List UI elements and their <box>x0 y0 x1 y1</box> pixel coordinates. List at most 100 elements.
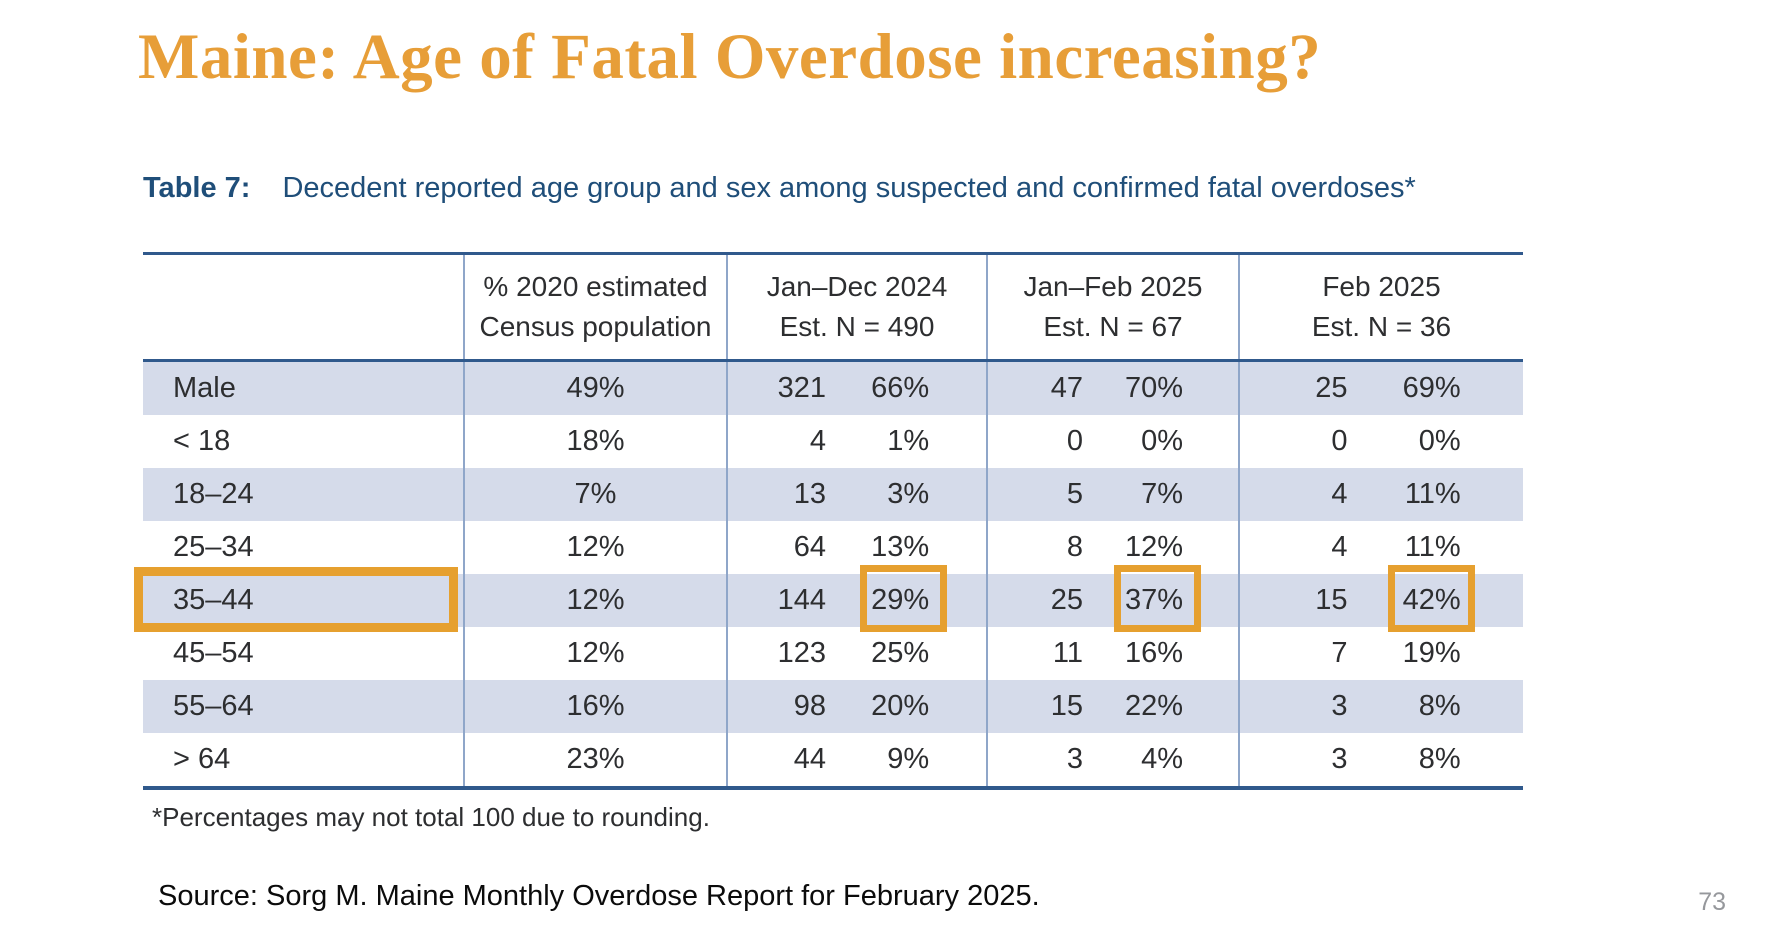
pct-value: 37% <box>1124 584 1183 616</box>
census-pct-cell: 16% <box>465 680 728 733</box>
table-header-row: % 2020 estimated Census population Jan–D… <box>143 255 1523 362</box>
count-value: 3 <box>1331 743 1348 775</box>
header-line: Jan–Dec 2024 <box>766 271 948 302</box>
count-value: 0 <box>1066 425 1083 457</box>
count-value: 4 <box>809 425 827 457</box>
feb-2025-cell: 3 8% <box>1240 733 1523 786</box>
pct-value: 16% <box>1124 637 1183 669</box>
count-value: 4 <box>1331 531 1348 563</box>
pct-value: 70% <box>1124 372 1183 404</box>
jan-feb-2025-cell: 11 16% <box>988 627 1240 680</box>
table-caption-label: Table 7: <box>143 172 251 204</box>
header-cell-jan-feb-2025: Jan–Feb 2025 Est. N = 67 <box>988 255 1240 359</box>
count-value: 13 <box>793 478 827 510</box>
jan-feb-2025-cell: 15 22% <box>988 680 1240 733</box>
header-cell-census: % 2020 estimated Census population <box>465 255 728 359</box>
table-row-over-64: > 64 23% 44 9% 3 4% 3 8% <box>143 733 1523 786</box>
header-line: % 2020 estimated <box>483 271 708 302</box>
count-value: 3 <box>1331 690 1348 722</box>
jan-dec-2024-cell: 64 13% <box>728 521 988 574</box>
jan-feb-2025-cell: 8 12% <box>988 521 1240 574</box>
feb-2025-cell: 0 0% <box>1240 415 1523 468</box>
count-value: 64 <box>793 531 827 563</box>
pct-value: 3% <box>887 478 930 510</box>
pct-value: 11% <box>1404 478 1461 510</box>
header-cell-empty <box>143 255 465 359</box>
header-line: Est. N = 36 <box>1311 311 1452 342</box>
table-caption: Table 7: Decedent reported age group and … <box>143 172 1643 205</box>
pct-value: 22% <box>1124 690 1183 722</box>
pct-value: 7% <box>1141 478 1183 510</box>
jan-feb-2025-cell: 0 0% <box>988 415 1240 468</box>
count-value: 0 <box>1331 425 1348 457</box>
page-title: Maine: Age of Fatal Overdose increasing? <box>138 21 1322 93</box>
count-value: 11 <box>1052 637 1083 669</box>
table-row-male: Male 49% 321 66% 47 70% 25 69% <box>143 362 1523 415</box>
source-line: Source: Sorg M. Maine Monthly Overdose R… <box>158 880 1040 912</box>
pct-value: 66% <box>871 372 930 404</box>
header-line: Est. N = 490 <box>779 311 935 342</box>
feb-2025-cell: 4 11% <box>1240 521 1523 574</box>
row-label: 18–24 <box>143 468 465 521</box>
count-value: 7 <box>1331 637 1348 669</box>
jan-feb-2025-cell: 47 70% <box>988 362 1240 415</box>
highlight-box-42-percent <box>1388 565 1475 632</box>
table-row-18-24: 18–24 7% 13 3% 5 7% 4 11% <box>143 468 1523 521</box>
row-label: 45–54 <box>143 627 465 680</box>
jan-dec-2024-cell: 4 1% <box>728 415 988 468</box>
pct-value: 25% <box>871 637 930 669</box>
table-row-under-18: < 18 18% 4 1% 0 0% 0 0% <box>143 415 1523 468</box>
jan-dec-2024-cell: 321 66% <box>728 362 988 415</box>
count-value: 123 <box>777 637 827 669</box>
pct-value: 9% <box>887 743 930 775</box>
header-line: Census population <box>479 311 712 342</box>
table-row-25-34: 25–34 12% 64 13% 8 12% 4 11% <box>143 521 1523 574</box>
pct-value: 0% <box>1418 425 1461 457</box>
row-label: > 64 <box>143 733 465 786</box>
feb-2025-cell: 25 69% <box>1240 362 1523 415</box>
header-cell-feb-2025: Feb 2025 Est. N = 36 <box>1240 255 1523 359</box>
feb-2025-cell: 7 19% <box>1240 627 1523 680</box>
count-value: 15 <box>1050 690 1083 722</box>
header-line: Feb 2025 <box>1322 271 1441 302</box>
pct-value: 0% <box>1141 425 1183 457</box>
census-pct-cell: 49% <box>465 362 728 415</box>
jan-dec-2024-cell: 44 9% <box>728 733 988 786</box>
table-row-55-64: 55–64 16% 98 20% 15 22% 3 8% <box>143 680 1523 733</box>
pct-value: 12% <box>1124 531 1183 563</box>
pct-value: 4% <box>1141 743 1183 775</box>
count-value: 47 <box>1050 372 1083 404</box>
table-caption-text: Decedent reported age group and sex amon… <box>282 172 1416 204</box>
census-pct-cell: 12% <box>465 627 728 680</box>
pct-value: 20% <box>871 690 930 722</box>
census-pct-cell: 12% <box>465 521 728 574</box>
pct-value: 8% <box>1418 690 1461 722</box>
header-line: Jan–Feb 2025 <box>1023 271 1203 302</box>
jan-feb-2025-cell: 3 4% <box>988 733 1240 786</box>
header-line: Est. N = 67 <box>1043 311 1183 342</box>
feb-2025-cell: 3 8% <box>1240 680 1523 733</box>
pct-value: 13% <box>871 531 930 563</box>
count-value: 321 <box>777 372 827 404</box>
count-value: 15 <box>1315 584 1348 616</box>
data-table: % 2020 estimated Census population Jan–D… <box>143 252 1523 790</box>
jan-feb-2025-cell: 25 37% <box>988 574 1240 627</box>
row-label: Male <box>143 362 465 415</box>
count-value: 25 <box>1315 372 1348 404</box>
pct-value: 11% <box>1404 531 1461 563</box>
pct-value: 19% <box>1402 637 1461 669</box>
table-row-35-44: 35–44 12% 144 29% 25 37% 15 42% <box>143 574 1523 627</box>
pct-value: 1% <box>887 425 930 457</box>
row-label: 25–34 <box>143 521 465 574</box>
table-footnote: *Percentages may not total 100 due to ro… <box>152 802 710 832</box>
pct-value: 8% <box>1418 743 1461 775</box>
jan-feb-2025-cell: 5 7% <box>988 468 1240 521</box>
highlight-box-37-percent <box>1114 565 1201 632</box>
feb-2025-cell: 4 11% <box>1240 468 1523 521</box>
count-value: 98 <box>793 690 827 722</box>
count-value: 25 <box>1050 584 1083 616</box>
count-value: 44 <box>793 743 827 775</box>
row-label: 55–64 <box>143 680 465 733</box>
pct-value: 29% <box>871 584 930 616</box>
